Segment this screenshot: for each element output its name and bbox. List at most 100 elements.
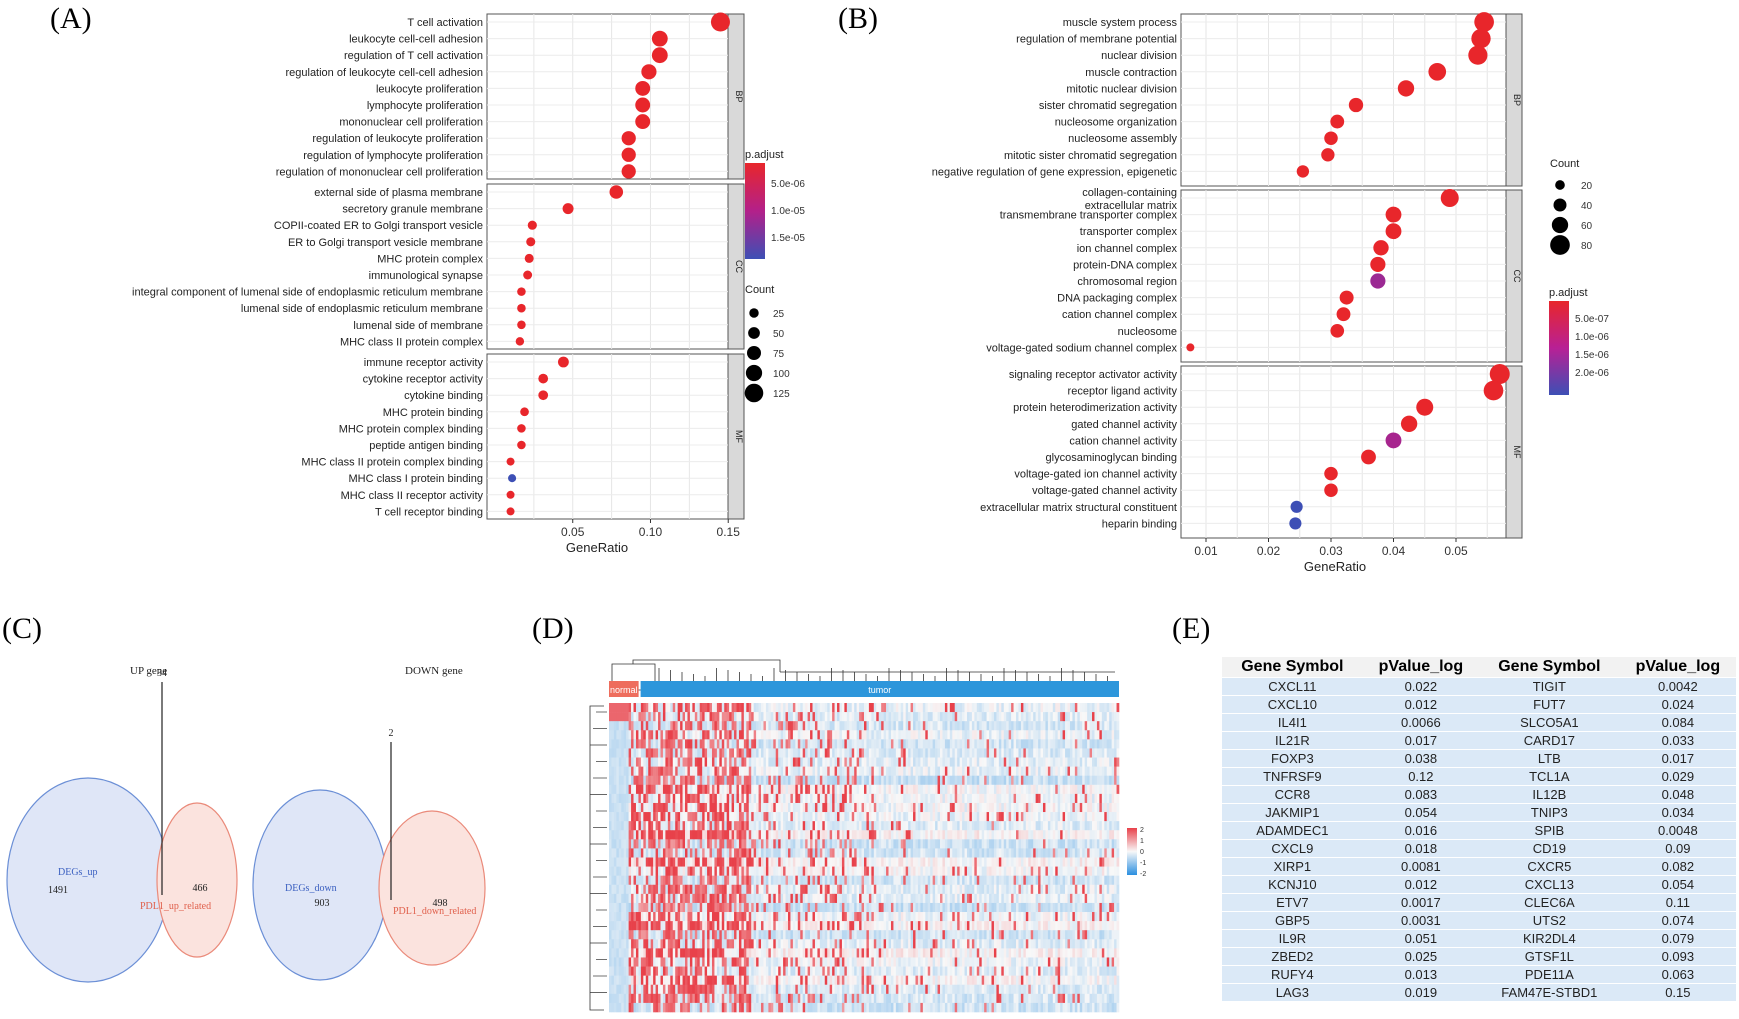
heatmap-cell bbox=[922, 775, 926, 786]
heatmap-cell bbox=[1074, 830, 1078, 840]
heatmap-cell bbox=[1040, 857, 1044, 867]
heatmap-cell bbox=[1084, 857, 1088, 867]
heatmap-cell bbox=[685, 839, 688, 849]
heatmap-cell bbox=[817, 757, 821, 767]
heatmap-cell bbox=[822, 739, 826, 749]
heatmap-cell bbox=[626, 812, 629, 822]
heatmap-cell bbox=[643, 839, 647, 849]
heatmap-cell bbox=[888, 802, 892, 813]
heatmap-cell bbox=[670, 766, 674, 777]
heatmap-cell bbox=[694, 839, 698, 849]
heatmap-cell bbox=[623, 766, 627, 777]
heatmap-cell bbox=[898, 866, 902, 876]
heatmap-cell bbox=[1116, 793, 1120, 804]
heatmap-cell bbox=[886, 884, 889, 895]
heatmap-cell bbox=[1111, 703, 1115, 713]
heatmap-cell bbox=[1109, 721, 1112, 731]
heatmap-cell bbox=[984, 839, 987, 849]
heatmap-cell bbox=[672, 730, 676, 740]
heatmap-cell bbox=[1057, 748, 1061, 758]
heatmap-cell bbox=[1094, 812, 1098, 822]
heatmap-cell bbox=[785, 839, 789, 849]
dot-point bbox=[1336, 307, 1351, 322]
heatmap-cell bbox=[991, 884, 995, 895]
heatmap-cell bbox=[1087, 784, 1090, 795]
heatmap-cell bbox=[613, 848, 617, 858]
heatmap-cell bbox=[753, 784, 757, 795]
heatmap-cell bbox=[702, 893, 705, 904]
heatmap-cell bbox=[841, 757, 845, 767]
heatmap-cell bbox=[682, 757, 686, 767]
heatmap-cell bbox=[623, 812, 627, 822]
heatmap-cell bbox=[927, 857, 931, 867]
heatmap-cell bbox=[1038, 766, 1041, 777]
heatmap-cell bbox=[682, 821, 686, 831]
heatmap-cell bbox=[724, 839, 727, 849]
heatmap-cell bbox=[1092, 848, 1095, 858]
facet-strip-CC bbox=[727, 183, 745, 350]
heatmap-cell bbox=[714, 775, 718, 786]
heatmap-cell bbox=[861, 857, 865, 867]
heatmap-cell bbox=[1016, 884, 1019, 895]
heatmap-cell bbox=[824, 848, 828, 858]
heatmap-cell bbox=[724, 721, 727, 731]
heatmap-cell bbox=[966, 730, 970, 740]
heatmap-cell bbox=[942, 839, 946, 849]
heatmap-cell bbox=[1055, 757, 1059, 767]
heatmap-cell bbox=[1079, 730, 1083, 740]
heatmap-cell bbox=[704, 839, 708, 849]
heatmap-cell bbox=[1023, 721, 1027, 731]
heatmap-cell bbox=[611, 775, 615, 786]
heatmap-cell bbox=[1079, 721, 1083, 731]
heatmap-cell bbox=[746, 712, 750, 722]
heatmap-cell bbox=[844, 757, 848, 767]
heatmap-cell bbox=[621, 793, 625, 804]
heatmap-cell bbox=[1016, 766, 1019, 777]
heatmap-cell bbox=[1033, 875, 1036, 886]
heatmap-cell bbox=[1104, 839, 1108, 849]
heatmap-cell bbox=[650, 884, 654, 895]
heatmap-cell bbox=[805, 893, 808, 904]
heatmap-cell bbox=[802, 839, 806, 849]
heatmap-cell bbox=[645, 766, 649, 777]
heatmap-cell bbox=[692, 812, 696, 822]
heatmap-cell bbox=[805, 802, 808, 813]
heatmap-cell bbox=[1092, 766, 1095, 777]
heatmap-cell bbox=[824, 730, 828, 740]
heatmap-cell bbox=[878, 748, 882, 758]
heatmap-cell bbox=[1018, 830, 1022, 840]
term-label: MHC protein binding bbox=[383, 407, 483, 419]
heatmap-cell bbox=[854, 739, 857, 749]
heatmap-cell bbox=[917, 812, 921, 822]
heatmap-cell bbox=[1074, 748, 1078, 758]
heatmap-cell bbox=[979, 730, 982, 740]
heatmap-cell bbox=[640, 784, 644, 795]
heatmap-cell bbox=[697, 866, 701, 876]
heatmap-cell bbox=[1092, 757, 1095, 767]
heatmap-cell bbox=[731, 884, 735, 895]
heatmap-cell bbox=[976, 830, 980, 840]
heatmap-cell bbox=[903, 766, 906, 777]
heatmap-cell bbox=[908, 839, 911, 849]
heatmap-cell bbox=[682, 730, 686, 740]
heatmap-cell bbox=[966, 884, 970, 895]
heatmap-cell bbox=[986, 757, 990, 767]
heatmap-cell bbox=[680, 884, 683, 895]
heatmap-cell bbox=[680, 784, 683, 795]
heatmap-cell bbox=[761, 775, 764, 786]
heatmap-cell bbox=[609, 703, 612, 713]
heatmap-cell bbox=[729, 775, 732, 786]
heatmap-cell bbox=[827, 775, 830, 786]
heatmap-cell bbox=[1060, 893, 1063, 904]
heatmap-cell bbox=[984, 784, 987, 795]
heatmap-cell bbox=[1030, 793, 1034, 804]
heatmap-cell bbox=[633, 802, 637, 813]
heatmap-cell bbox=[910, 739, 914, 749]
heatmap-cell bbox=[790, 802, 794, 813]
heatmap-cell bbox=[1082, 775, 1085, 786]
heatmap-cell bbox=[1016, 848, 1019, 858]
heatmap-cell bbox=[699, 802, 703, 813]
heatmap-cell bbox=[822, 812, 826, 822]
heatmap-cell bbox=[837, 703, 840, 713]
heatmap-cell bbox=[1050, 893, 1054, 904]
